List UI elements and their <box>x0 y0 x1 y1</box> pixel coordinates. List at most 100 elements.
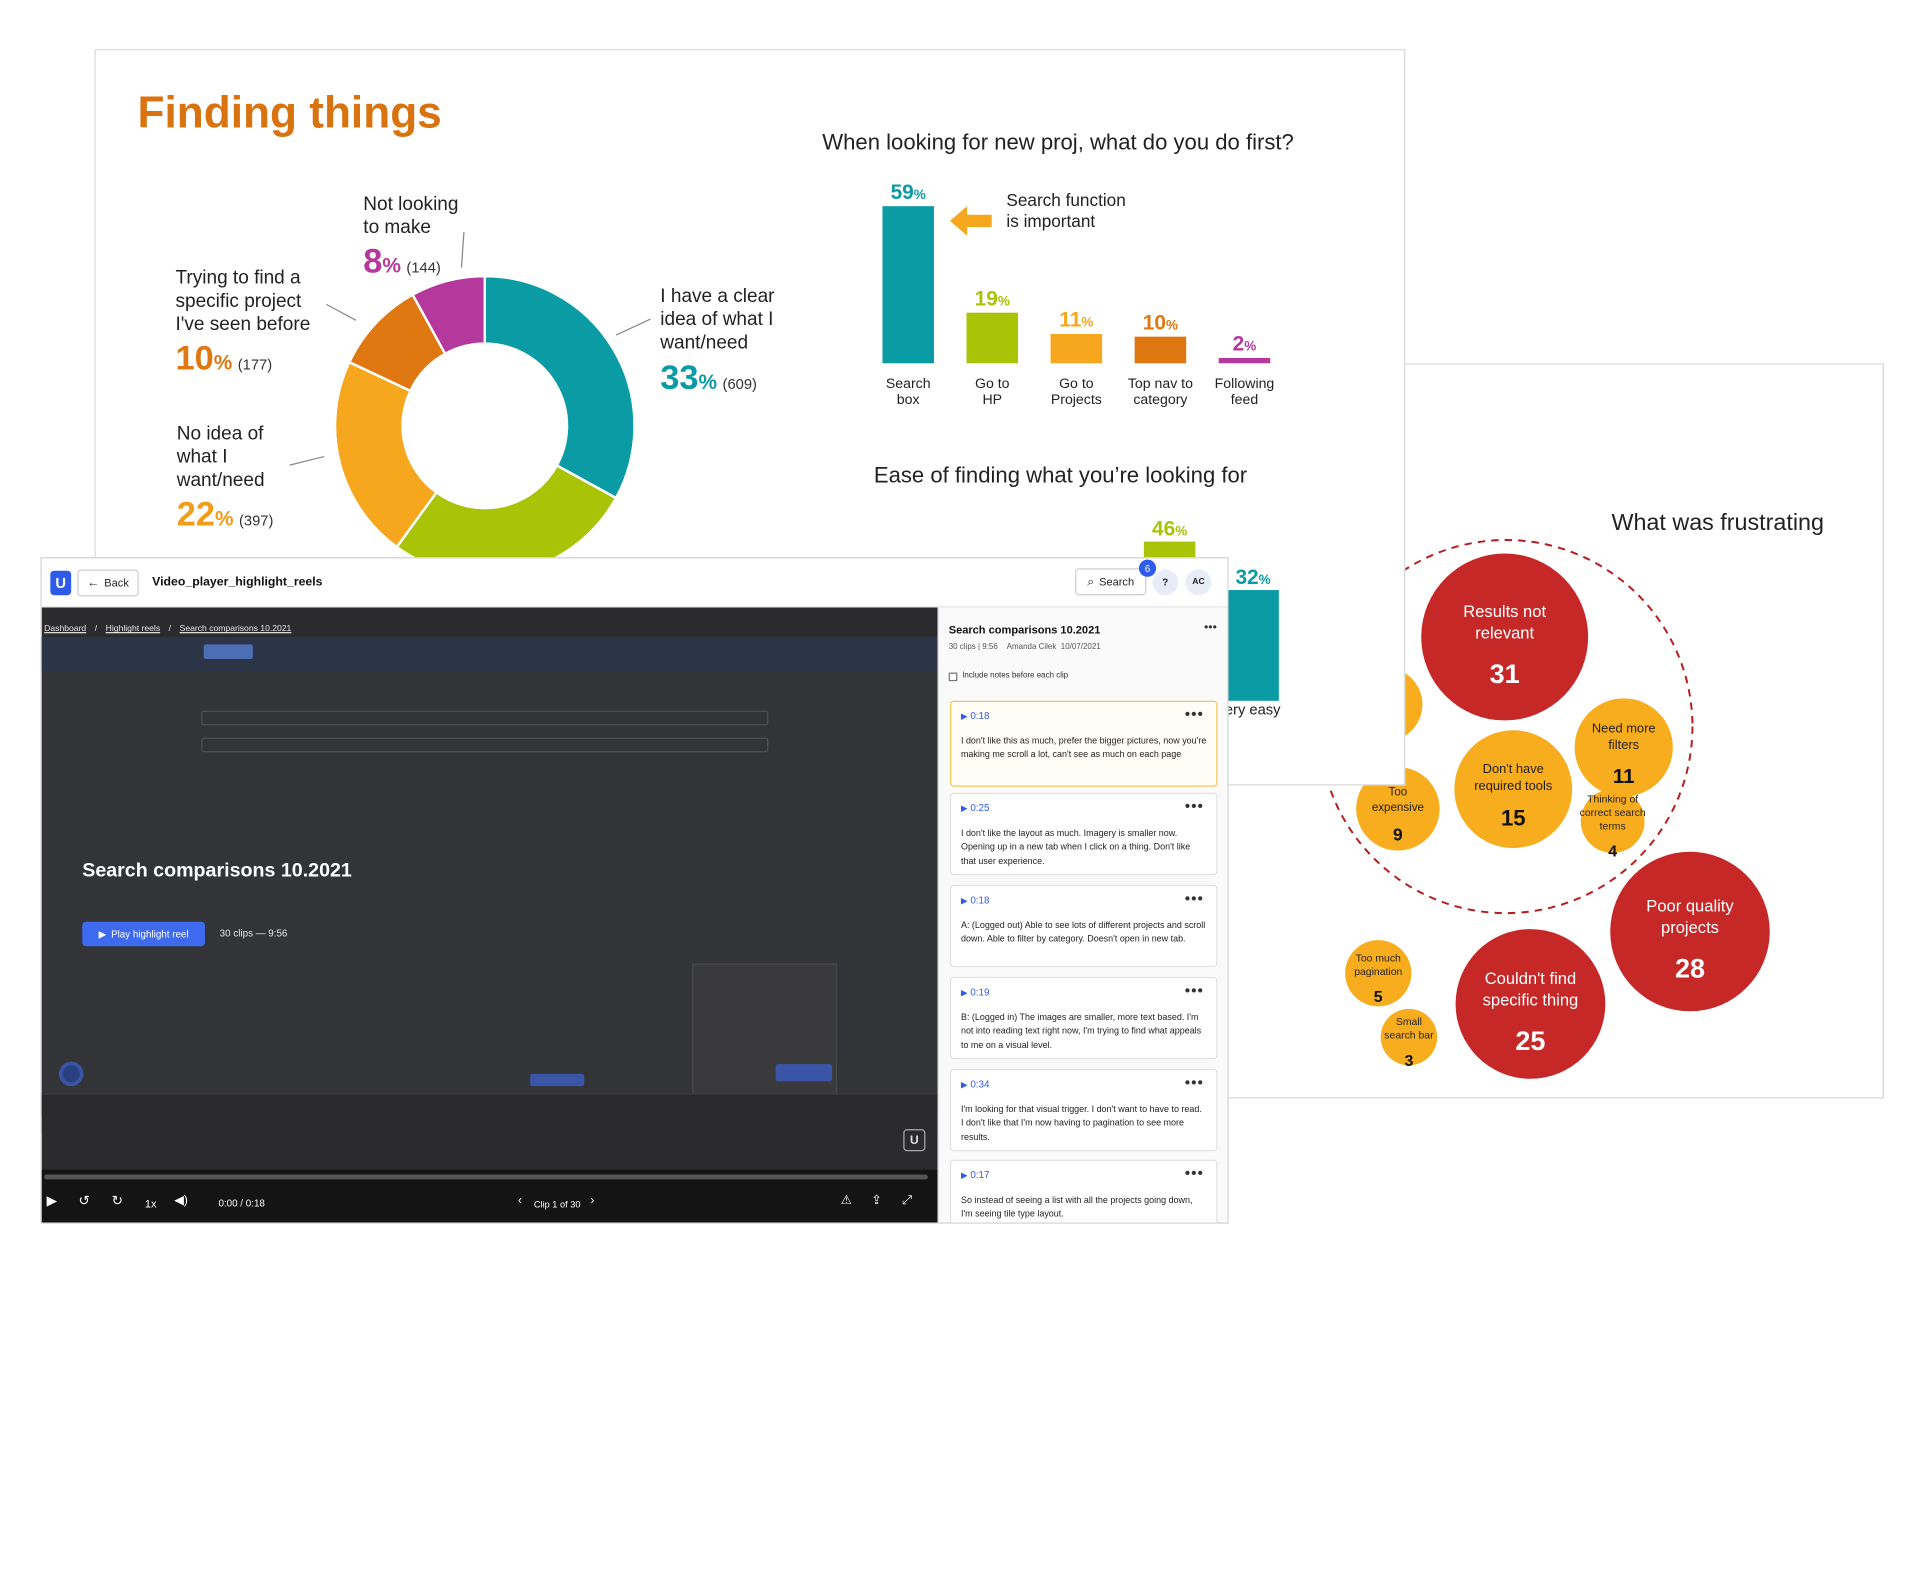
clip-card[interactable]: ▶ 0:19 ••• B: (Logged in) The images are s… <box>949 976 1218 1060</box>
breadcrumb-highlight-reels[interactable]: Highlight reels <box>105 624 161 634</box>
bar-label-3: Top nav to category <box>1127 376 1193 408</box>
volume-icon[interactable]: ◀) <box>174 1194 188 1208</box>
ease-bar-1 <box>1227 590 1279 701</box>
clip-time[interactable]: ▶ 0:18 <box>960 710 990 722</box>
bar-chart-title: When looking for new proj, what do you d… <box>822 130 1294 155</box>
bubble-6 <box>1455 929 1606 1079</box>
bubble-1 <box>1574 698 1673 797</box>
bubble-label-6: specific thing <box>1483 991 1579 1010</box>
bar-2 <box>1050 333 1103 364</box>
play-icon[interactable]: ▶ <box>46 1194 58 1209</box>
progress-track[interactable] <box>44 1174 928 1180</box>
bubble-value-2: 15 <box>1501 805 1526 830</box>
bubble-label-7: Too much <box>1356 953 1401 964</box>
label-no-idea: No idea of what I want/need 22% (397) <box>176 423 274 533</box>
clip-transcript: A: (Logged out) Able to see lots of diff… <box>960 919 1206 945</box>
bubble-value-7: 5 <box>1374 989 1383 1006</box>
bubble-label-4: correct search <box>1580 808 1646 819</box>
bubble-label-3: expensive <box>1372 802 1424 814</box>
bar-label-0: Search box <box>885 376 931 408</box>
avatar[interactable]: AC <box>1185 569 1212 596</box>
bar-4 <box>1218 357 1271 364</box>
search-button[interactable]: ⌕ Search <box>1075 568 1147 596</box>
donut-slice-4 <box>410 274 487 356</box>
bubble-label-4: Thinking of <box>1587 794 1638 805</box>
panel-more-icon[interactable]: ••• <box>1203 621 1217 635</box>
clip-transcript: I don't like this as much, prefer the bi… <box>960 735 1207 761</box>
next-clip-icon[interactable]: › <box>590 1194 595 1208</box>
video-area[interactable]: Dashboard / Highlight reels / Search com… <box>41 607 938 1223</box>
donut-slice-0 <box>483 274 636 500</box>
breadcrumb-dashboard[interactable]: Dashboard <box>44 624 87 634</box>
ease-chart-title: Ease of finding what you’re looking for <box>873 462 1248 488</box>
app-logo[interactable]: U <box>50 570 72 596</box>
breadcrumb: Dashboard / Highlight reels / Search com… <box>44 624 292 634</box>
play-icon: ▶ <box>960 805 968 814</box>
watermark-logo-icon: U <box>903 1129 926 1152</box>
rewind-icon[interactable]: ↺ <box>78 1194 90 1209</box>
include-notes-checkbox[interactable] <box>948 672 958 682</box>
clip-card[interactable]: ▶ 0:18 ••• I don't like this as much, pref… <box>949 700 1218 787</box>
play-icon: ▶ <box>960 989 968 998</box>
donut-slice-1 <box>395 463 618 577</box>
reel-title: Search comparisons 10.2021 <box>82 860 352 882</box>
clip-card[interactable]: ▶ 0:34 ••• I'm looking for that visual tri… <box>949 1068 1218 1152</box>
play-highlight-reel-button[interactable]: ▶ Play highlight reel <box>82 921 205 947</box>
back-button[interactable]: ← Back <box>77 569 139 597</box>
bubble-8 <box>1380 1008 1438 1066</box>
share-icon[interactable]: ⇪ <box>871 1194 882 1208</box>
notification-badge[interactable]: 6 <box>1138 559 1157 577</box>
clip-time[interactable]: ▶ 0:25 <box>960 802 990 814</box>
clip-time[interactable]: ▶ 0:18 <box>960 894 990 906</box>
clip-more-icon[interactable]: ••• <box>1184 889 1204 907</box>
clip-more-icon[interactable]: ••• <box>1184 1164 1204 1182</box>
bar-chart: 59% 19% 11% 10% 2% <box>882 181 1271 364</box>
fullscreen-icon[interactable]: ⤢ <box>902 1194 912 1208</box>
clip-transcript: I'm looking for that visual trigger. I d… <box>960 1103 1202 1143</box>
bubble-label-5: Poor quality <box>1646 897 1734 916</box>
bar-labels: Search box Go to HP Go to Projects Top nav to c… <box>857 377 1299 426</box>
bar-value-1: 19% <box>975 287 1010 310</box>
warning-icon[interactable]: ⚠ <box>840 1194 852 1208</box>
reel-meta: 30 clips — 9:56 <box>219 927 288 939</box>
clip-transcript: So instead of seeing a list with all the… <box>960 1194 1193 1220</box>
play-icon: ▶ <box>960 897 968 906</box>
app-header: U ← Back Video_player_highlight_reels ⌕ Se… <box>41 558 1228 608</box>
prev-clip-icon[interactable]: ‹ <box>517 1194 523 1208</box>
clip-more-icon[interactable]: ••• <box>1184 797 1204 815</box>
video-frame-ui <box>41 636 938 1116</box>
bubble-value-5: 28 <box>1675 954 1705 984</box>
clip-card[interactable]: ▶ 0:17 ••• So instead of seeing a list wit… <box>949 1159 1218 1223</box>
forward-icon[interactable]: ↻ <box>111 1194 123 1209</box>
bar-3 <box>1134 336 1187 364</box>
control-bar: ▶ ↺ ↻ 1x ◀) 0:00 / 0:18 ‹ Clip 1 of 30 ›… <box>41 1169 938 1223</box>
help-button[interactable]: ? <box>1152 569 1179 596</box>
slide-title: What was frustrating <box>1611 510 1824 537</box>
bubble-label-8: Small <box>1396 1017 1422 1028</box>
bubble-value-1: 11 <box>1613 765 1635 788</box>
play-icon: ▶ <box>98 928 107 940</box>
panel-title: Search comparisons 10.2021 <box>948 623 1101 636</box>
bar-0 <box>882 206 934 364</box>
play-icon: ▶ <box>960 1081 968 1090</box>
breadcrumb-current[interactable]: Search comparisons 10.2021 <box>179 624 292 634</box>
clip-more-icon[interactable]: ••• <box>1184 1073 1204 1092</box>
clip-time[interactable]: ▶ 0:34 <box>960 1078 990 1090</box>
bar-label-4: Following feed <box>1214 376 1275 408</box>
bar-label-2: Go to Projects <box>1050 376 1102 408</box>
bubble-7 <box>1345 940 1412 1007</box>
bar-value-3: 10% <box>1143 311 1178 334</box>
clip-more-icon[interactable]: ••• <box>1184 981 1204 1000</box>
clip-time[interactable]: ▶ 0:17 <box>960 1169 990 1181</box>
label-trying-to-find: Trying to find a specific project I've s… <box>175 267 311 377</box>
clip-more-icon[interactable]: ••• <box>1184 705 1204 723</box>
clip-card[interactable]: ▶ 0:25 ••• I don't like the layout as much… <box>949 792 1218 876</box>
bar-label-1: Go to HP <box>974 376 1010 408</box>
clip-time[interactable]: ▶ 0:19 <box>960 986 990 998</box>
bubble-chart: Results not relevant 31 Need more filters 11 D… <box>1318 539 1770 1079</box>
bubble-label-7: pagination <box>1354 967 1402 978</box>
speed-control[interactable]: 1x <box>144 1197 157 1211</box>
bubble-label-0: relevant <box>1475 624 1534 643</box>
clip-card[interactable]: ▶ 0:18 ••• A: (Logged out) Able to see lot… <box>949 884 1218 968</box>
slide-title: Finding things <box>137 87 442 138</box>
